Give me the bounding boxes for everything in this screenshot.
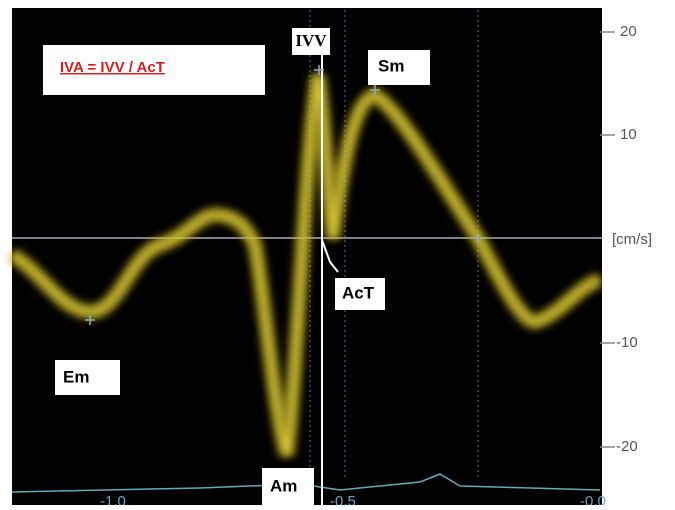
sm-label: Sm: [378, 56, 404, 75]
scale-panel: [602, 0, 675, 505]
ivv-label: IVV: [295, 31, 327, 50]
time-label: -0.0: [580, 493, 606, 505]
scale-label: -20: [616, 438, 638, 455]
em-label: Em: [63, 367, 89, 386]
doppler-image: 20 10 [cm/s] -10 -20 -1.0 -0.5 -0.0 IVA …: [0, 0, 675, 505]
scale-label: [cm/s]: [612, 231, 652, 248]
time-label: -0.5: [330, 493, 356, 505]
formula: IVA = IVV / AcT: [60, 59, 165, 76]
am-label: Am: [270, 476, 297, 495]
scale-label: 20: [620, 23, 637, 40]
scale-label: 10: [620, 126, 637, 143]
act-label: AcT: [342, 283, 375, 302]
time-label: -1.0: [100, 493, 126, 505]
scale-label: -10: [616, 334, 638, 351]
page: {"formula": "IVA = IVV / AcT", "labels":…: [0, 0, 675, 505]
